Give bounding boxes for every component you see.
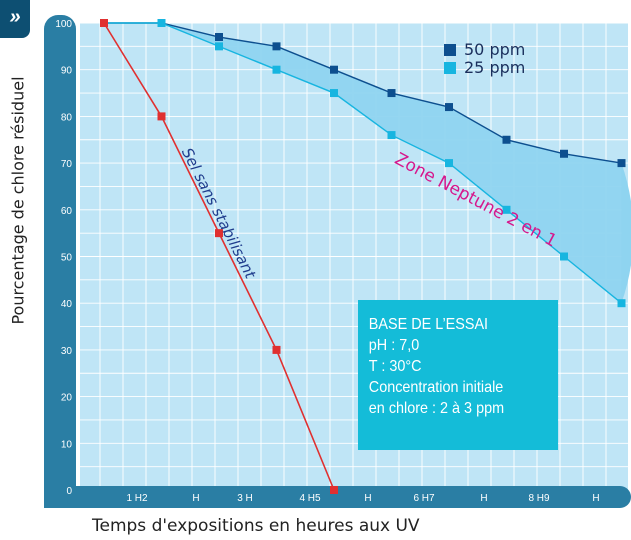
x-tick-label: 4 H5 bbox=[299, 493, 321, 504]
series-50ppm-point bbox=[387, 89, 396, 98]
series-sel-sans-stabilisant-point bbox=[100, 19, 108, 27]
brand-logo: » bbox=[0, 0, 30, 38]
y-tick-label: 60 bbox=[61, 206, 73, 217]
axis-layer: 0 10 20 30 40 50 60 70 80 90 100 1 H2 H 3 H 4 H5 H 6 H7 H… bbox=[44, 15, 631, 508]
info-line-chlore: en chlore : 2 à 3 ppm bbox=[368, 400, 505, 417]
series-sel-sans-stabilisant-point bbox=[157, 112, 166, 121]
neptune-zone-fill bbox=[161, 23, 622, 304]
info-line-temp: T : 30°C bbox=[368, 358, 422, 375]
x-tick-label: H bbox=[364, 493, 371, 504]
x-axis-label: Temps d'expositions en heures aux UV bbox=[92, 516, 420, 536]
axis-corner bbox=[44, 486, 84, 508]
series-25ppm-point bbox=[617, 299, 626, 308]
y-tick-label: 80 bbox=[61, 112, 73, 123]
series-sel-sans-stabilisant-point bbox=[272, 345, 281, 354]
series-25ppm-point bbox=[272, 65, 281, 74]
y-tick-label: 40 bbox=[61, 299, 73, 310]
x-axis-bar bbox=[70, 486, 631, 508]
y-tick-label: 70 bbox=[61, 159, 73, 170]
series-25ppm-point bbox=[560, 252, 568, 261]
y-tick-label: 10 bbox=[61, 439, 73, 450]
series-50ppm-point bbox=[272, 42, 281, 51]
series-25ppm-point bbox=[157, 19, 166, 27]
series-50ppm-point bbox=[617, 159, 626, 168]
x-tick-label: 8 H9 bbox=[528, 493, 550, 504]
series-50ppm-line bbox=[104, 22, 622, 164]
y-tick-label: 50 bbox=[61, 253, 73, 264]
x-tick-label: H bbox=[480, 493, 487, 504]
series-sel-sans-stabilisant-point bbox=[215, 229, 223, 238]
y-tick-label: 90 bbox=[61, 66, 73, 77]
y-axis-label-container: Pourcentage de chlore résiduel bbox=[6, 60, 30, 340]
legend-swatch-25ppm bbox=[444, 61, 456, 74]
legend-item-50ppm: 50 ppm bbox=[444, 40, 525, 59]
zone-layer bbox=[161, 23, 631, 304]
x-tick-label: 1 H2 bbox=[126, 493, 148, 504]
y-tick-label: 20 bbox=[61, 393, 73, 404]
x-tick-label: 3 H bbox=[237, 493, 253, 504]
x-tick-label: H bbox=[192, 493, 199, 504]
series-50ppm-point bbox=[330, 65, 338, 74]
y-axis-bar bbox=[44, 15, 76, 506]
x-tick-label: H bbox=[592, 493, 599, 504]
neptune-zone-edge bbox=[621, 163, 631, 304]
series-50ppm-point bbox=[445, 103, 453, 112]
series-50ppm-point bbox=[502, 135, 511, 144]
series-25ppm-point bbox=[445, 159, 453, 168]
y-tick-label: 30 bbox=[61, 346, 73, 357]
y-tick-label: 0 bbox=[66, 486, 72, 497]
series-layer bbox=[100, 19, 626, 494]
legend-item-25ppm: 25 ppm bbox=[444, 58, 525, 77]
test-conditions-box: BASE DE L’ESSAI pH : 7,0 T : 30°C Concen… bbox=[358, 300, 558, 450]
y-axis-label: Pourcentage de chlore résiduel bbox=[8, 75, 28, 325]
series-sel-sans-stabilisant-point bbox=[330, 486, 338, 494]
info-line-ph: pH : 7,0 bbox=[368, 337, 420, 354]
series-50ppm-point bbox=[560, 149, 568, 158]
legend-label-50ppm: 50 ppm bbox=[464, 40, 526, 59]
legend-label-25ppm: 25 ppm bbox=[464, 58, 526, 77]
info-title: BASE DE L’ESSAI bbox=[368, 316, 489, 333]
series-25ppm-point bbox=[330, 89, 338, 98]
info-line-concentration: Concentration initiale bbox=[368, 379, 504, 396]
legend-swatch-50ppm bbox=[444, 43, 456, 56]
series-25ppm-point bbox=[215, 42, 223, 51]
y-tick-label: 100 bbox=[55, 19, 72, 30]
series-25ppm-point bbox=[387, 131, 396, 140]
series-50ppm-point bbox=[215, 33, 223, 42]
series-25ppm-point bbox=[502, 205, 511, 214]
x-tick-label: 6 H7 bbox=[413, 493, 435, 504]
series-25ppm-line bbox=[104, 22, 622, 304]
